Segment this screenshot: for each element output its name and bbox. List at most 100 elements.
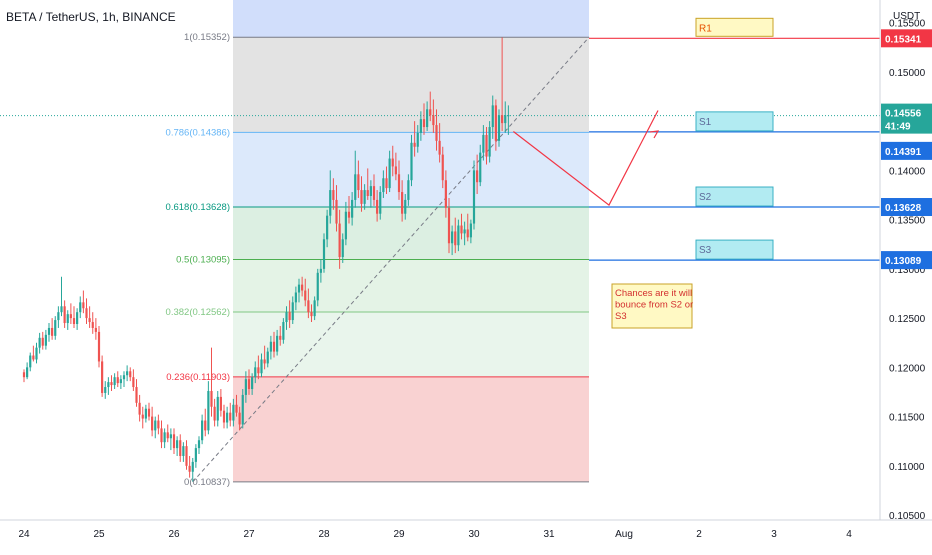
time-tick-label: 25 xyxy=(93,529,105,540)
candle-body xyxy=(154,420,157,431)
candle-body xyxy=(347,211,351,218)
fib-zone xyxy=(233,259,589,312)
candle-body xyxy=(501,115,504,124)
candle-body xyxy=(429,109,432,116)
candle-body xyxy=(413,142,416,147)
fib-level-label: 0(0.10837) xyxy=(184,477,230,488)
candle-body xyxy=(101,361,104,393)
projection-arrowhead xyxy=(649,130,660,139)
tag-bg xyxy=(881,198,932,217)
candle-body xyxy=(479,152,482,183)
candle-body xyxy=(385,178,388,189)
time-tick-label: Aug xyxy=(615,529,633,540)
candle-body xyxy=(63,306,66,324)
candle-body xyxy=(163,432,166,443)
candle-body xyxy=(379,192,382,214)
candle-body xyxy=(44,334,47,346)
level-box-rect xyxy=(695,17,774,37)
candle-body xyxy=(244,379,247,395)
fib-level-label: 0.382(0.12562) xyxy=(166,307,230,318)
price-axis-bg xyxy=(880,0,932,550)
candle-body xyxy=(91,322,94,328)
candle-body xyxy=(41,337,44,346)
level-box-label: R1 xyxy=(699,23,712,34)
time-tick-label: 2 xyxy=(696,529,702,540)
candle-body xyxy=(310,312,313,317)
candle-body xyxy=(338,223,341,258)
candle-body xyxy=(35,347,38,360)
time-tick-label: 30 xyxy=(468,529,480,540)
candle-body xyxy=(26,367,29,378)
candle-body xyxy=(97,331,101,362)
candle-body xyxy=(219,396,222,411)
tag-text: 0.13628 xyxy=(885,203,922,214)
candle-body xyxy=(507,115,510,117)
candle-body xyxy=(151,416,154,431)
candles-group xyxy=(22,37,510,482)
candle-body xyxy=(285,312,288,323)
candle-body xyxy=(494,105,497,141)
price-tick-label: 0.10500 xyxy=(889,511,926,522)
candle-body xyxy=(335,199,338,224)
candle-body xyxy=(69,314,72,319)
candle-body xyxy=(251,377,254,390)
candle-body xyxy=(344,211,347,240)
candle-body xyxy=(351,199,354,218)
candle-body xyxy=(107,382,110,388)
projection-path xyxy=(513,110,659,206)
candle-body xyxy=(472,170,476,224)
candle-body xyxy=(404,199,407,214)
candle-body xyxy=(207,390,210,431)
time-tick-label: 26 xyxy=(168,529,180,540)
candle-body xyxy=(313,300,316,317)
candle-body xyxy=(291,302,294,321)
candle-body xyxy=(372,186,376,200)
level-box-s2: S2 xyxy=(695,186,774,207)
candle-body xyxy=(482,134,485,153)
candle-body xyxy=(82,302,85,309)
price-tick-label: 0.12000 xyxy=(889,363,926,374)
candle-body xyxy=(238,412,241,425)
level-box-r1: R1 xyxy=(695,17,774,37)
candle-body xyxy=(263,359,266,364)
candle-body xyxy=(360,190,363,204)
candle-body xyxy=(247,379,251,390)
candle-body xyxy=(32,355,35,360)
candle-body xyxy=(460,225,463,234)
countdown-text: 41:49 xyxy=(885,122,911,133)
candle-body xyxy=(229,412,232,421)
candle-body xyxy=(182,446,185,456)
candle-body xyxy=(60,306,63,313)
candle-body xyxy=(319,268,322,273)
price-tick-label: 0.15500 xyxy=(889,19,926,30)
fib-level-label: 0.5(0.13095) xyxy=(176,255,230,266)
fib-zone xyxy=(233,37,589,133)
candle-body xyxy=(307,300,310,313)
candle-body xyxy=(266,351,269,364)
candle-body xyxy=(326,215,329,240)
candle-body xyxy=(160,428,163,443)
tag-bg xyxy=(881,251,932,270)
candle-body xyxy=(113,377,116,386)
candle-body xyxy=(119,379,122,384)
candle-body xyxy=(426,109,429,128)
candle-body xyxy=(235,404,238,413)
candle-body xyxy=(191,461,194,472)
time-tick-label: 24 xyxy=(18,529,30,540)
candle-body xyxy=(457,225,460,246)
candle-body xyxy=(204,420,207,431)
candle-body xyxy=(222,410,226,423)
candle-body xyxy=(116,377,119,384)
candle-body xyxy=(416,132,419,147)
candle-body xyxy=(341,239,344,258)
candle-body xyxy=(144,408,147,419)
candle-body xyxy=(276,335,279,352)
level-box-s1: S1 xyxy=(695,111,774,132)
price-axis-unit: USDT xyxy=(893,11,920,22)
candle-body xyxy=(388,158,391,189)
price-tag-s3: 0.13089 xyxy=(881,251,932,270)
candle-body xyxy=(357,174,360,191)
candle-body xyxy=(201,420,204,441)
note-line: bounce from S2 or xyxy=(615,300,693,311)
